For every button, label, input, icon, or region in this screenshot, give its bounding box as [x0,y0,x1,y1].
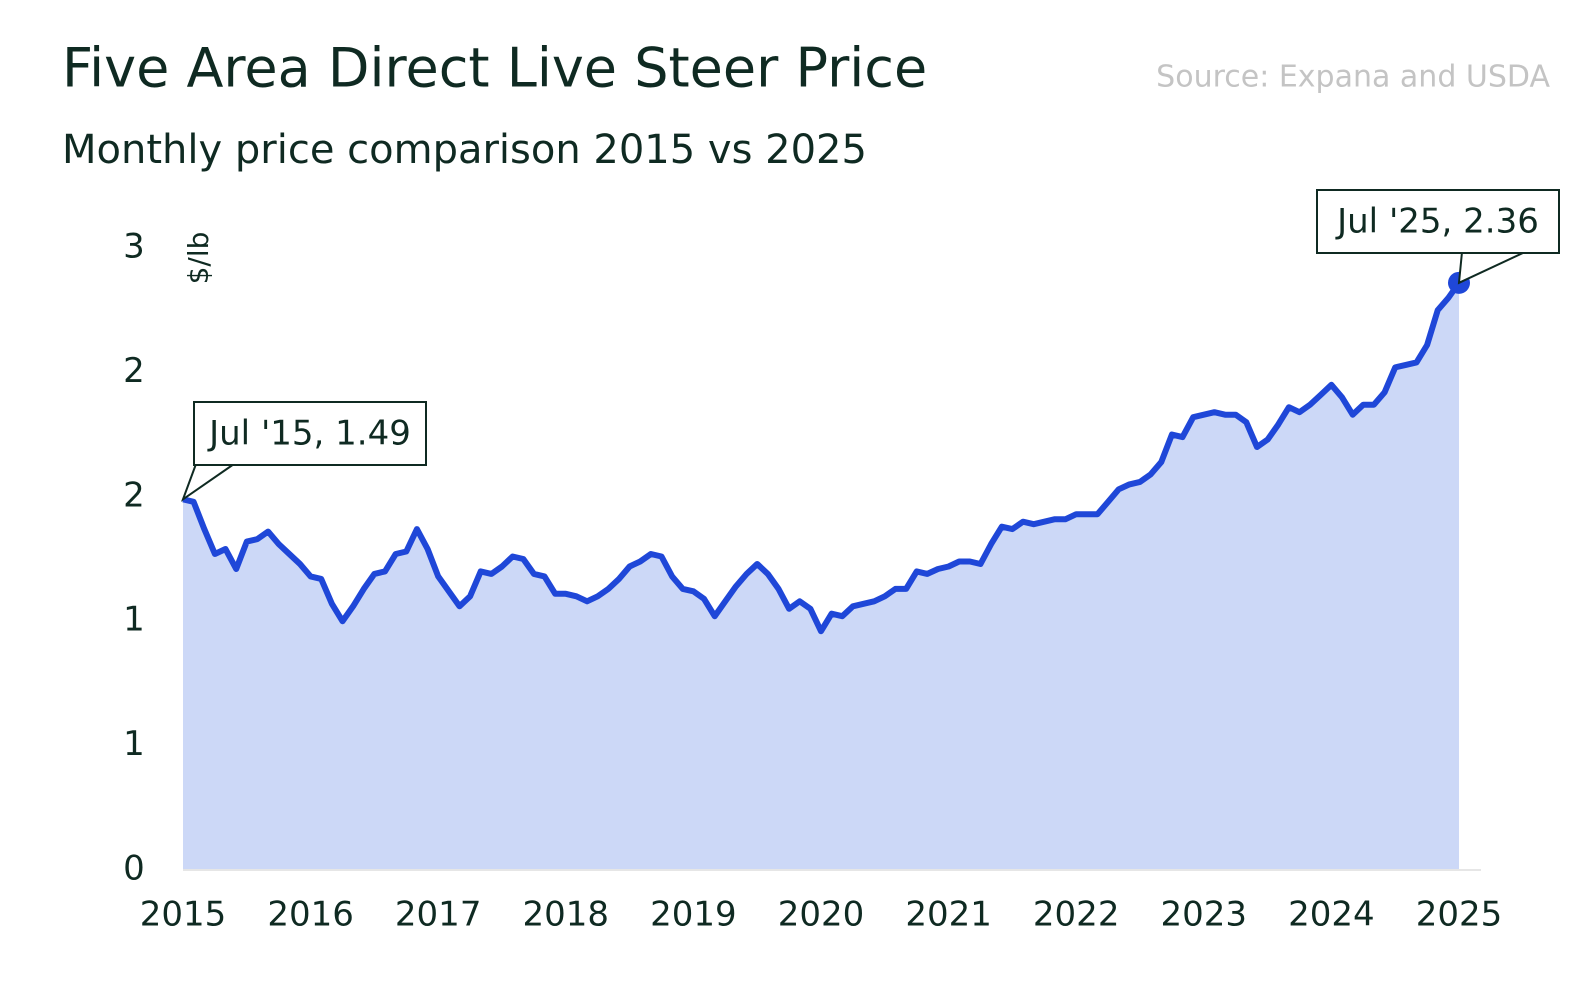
y-tick-label: 3 [123,227,145,267]
x-tick-label: 2023 [1161,895,1248,935]
x-tick-label: 2019 [650,895,737,935]
annotation-pointer [1457,251,1526,285]
annotation-text: Jul '15, 1.49 [207,414,411,454]
x-tick-label: 2020 [778,895,865,935]
annotation-box [193,401,427,466]
x-tick-label: 2016 [267,895,354,935]
x-tick-label: 2021 [905,895,992,935]
annotation-text: Jul '25, 2.36 [1335,202,1539,242]
chart-title: Five Area Direct Live Steer Price [62,37,927,100]
y-tick-label: 0 [123,849,145,889]
annotation-pointer [180,463,235,502]
x-tick-label: 2022 [1033,895,1120,935]
x-tick-label: 2025 [1416,895,1503,935]
area [183,282,1459,870]
annotation-box [1316,189,1560,254]
chart-subtitle: Monthly price comparison 2015 vs 2025 [62,127,867,173]
x-tick-label: 2015 [140,895,227,935]
source: Source: Expana and USDA [1156,60,1550,95]
y-tick-label: 1 [123,724,145,764]
y-tick-label: 1 [123,600,145,640]
x-tick-label: 2017 [395,895,482,935]
line [182,281,1462,635]
x-tick-label: 2024 [1288,895,1375,935]
x-tick-label: 2018 [523,895,610,935]
y-tick-label: 2 [123,351,145,391]
y-tick-label: 2 [123,475,145,515]
y-axis-label: $/lb [182,232,215,285]
